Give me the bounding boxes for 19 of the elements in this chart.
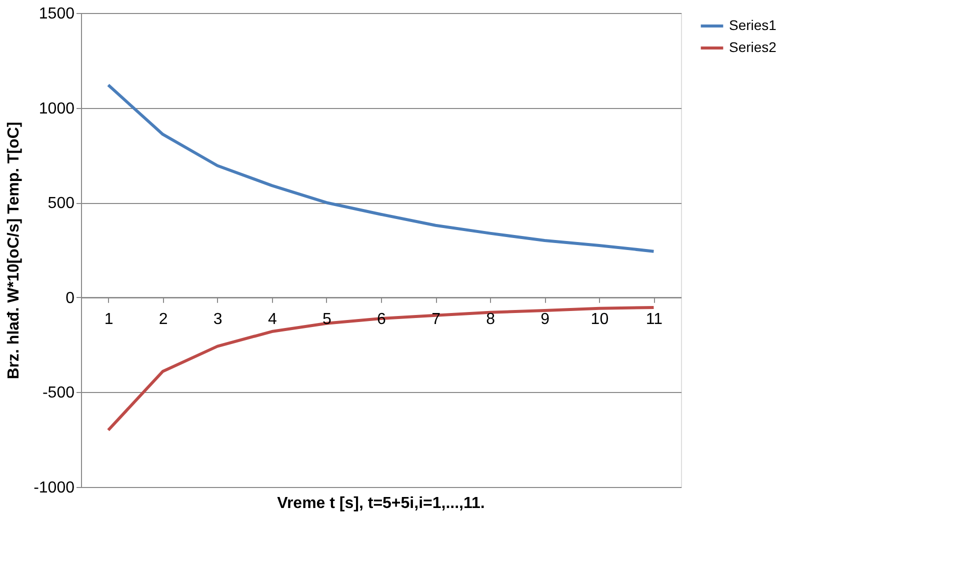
y-tick-label: -500	[42, 384, 75, 402]
x-tick-label: 1	[104, 310, 114, 328]
x-tick-label: 2	[158, 310, 168, 328]
x-tick-label: 3	[213, 310, 222, 328]
x-tick-label: 9	[540, 310, 550, 328]
legend-label: Series1	[729, 17, 777, 33]
x-axis-title: Vreme t [s], t=5+5i,i=1,...,11.	[277, 495, 485, 512]
y-tick-label: 500	[48, 195, 75, 212]
x-tick-label: 11	[646, 310, 663, 328]
y-tick-label: -1000	[34, 480, 75, 496]
x-tick-label: 4	[268, 310, 277, 328]
y-tick-label: 0	[66, 290, 75, 307]
x-tick-label: 8	[486, 310, 496, 328]
x-tick-label: 10	[590, 310, 609, 328]
line-series	[106, 84, 656, 253]
y-axis-title: Brz. hlađ. W*10[oC/s] Temp. T[oC]	[6, 122, 23, 380]
y-tick-label: 1000	[38, 100, 75, 118]
y-tick-label: 1500	[38, 6, 75, 22]
legend-label: Series2	[729, 39, 777, 55]
